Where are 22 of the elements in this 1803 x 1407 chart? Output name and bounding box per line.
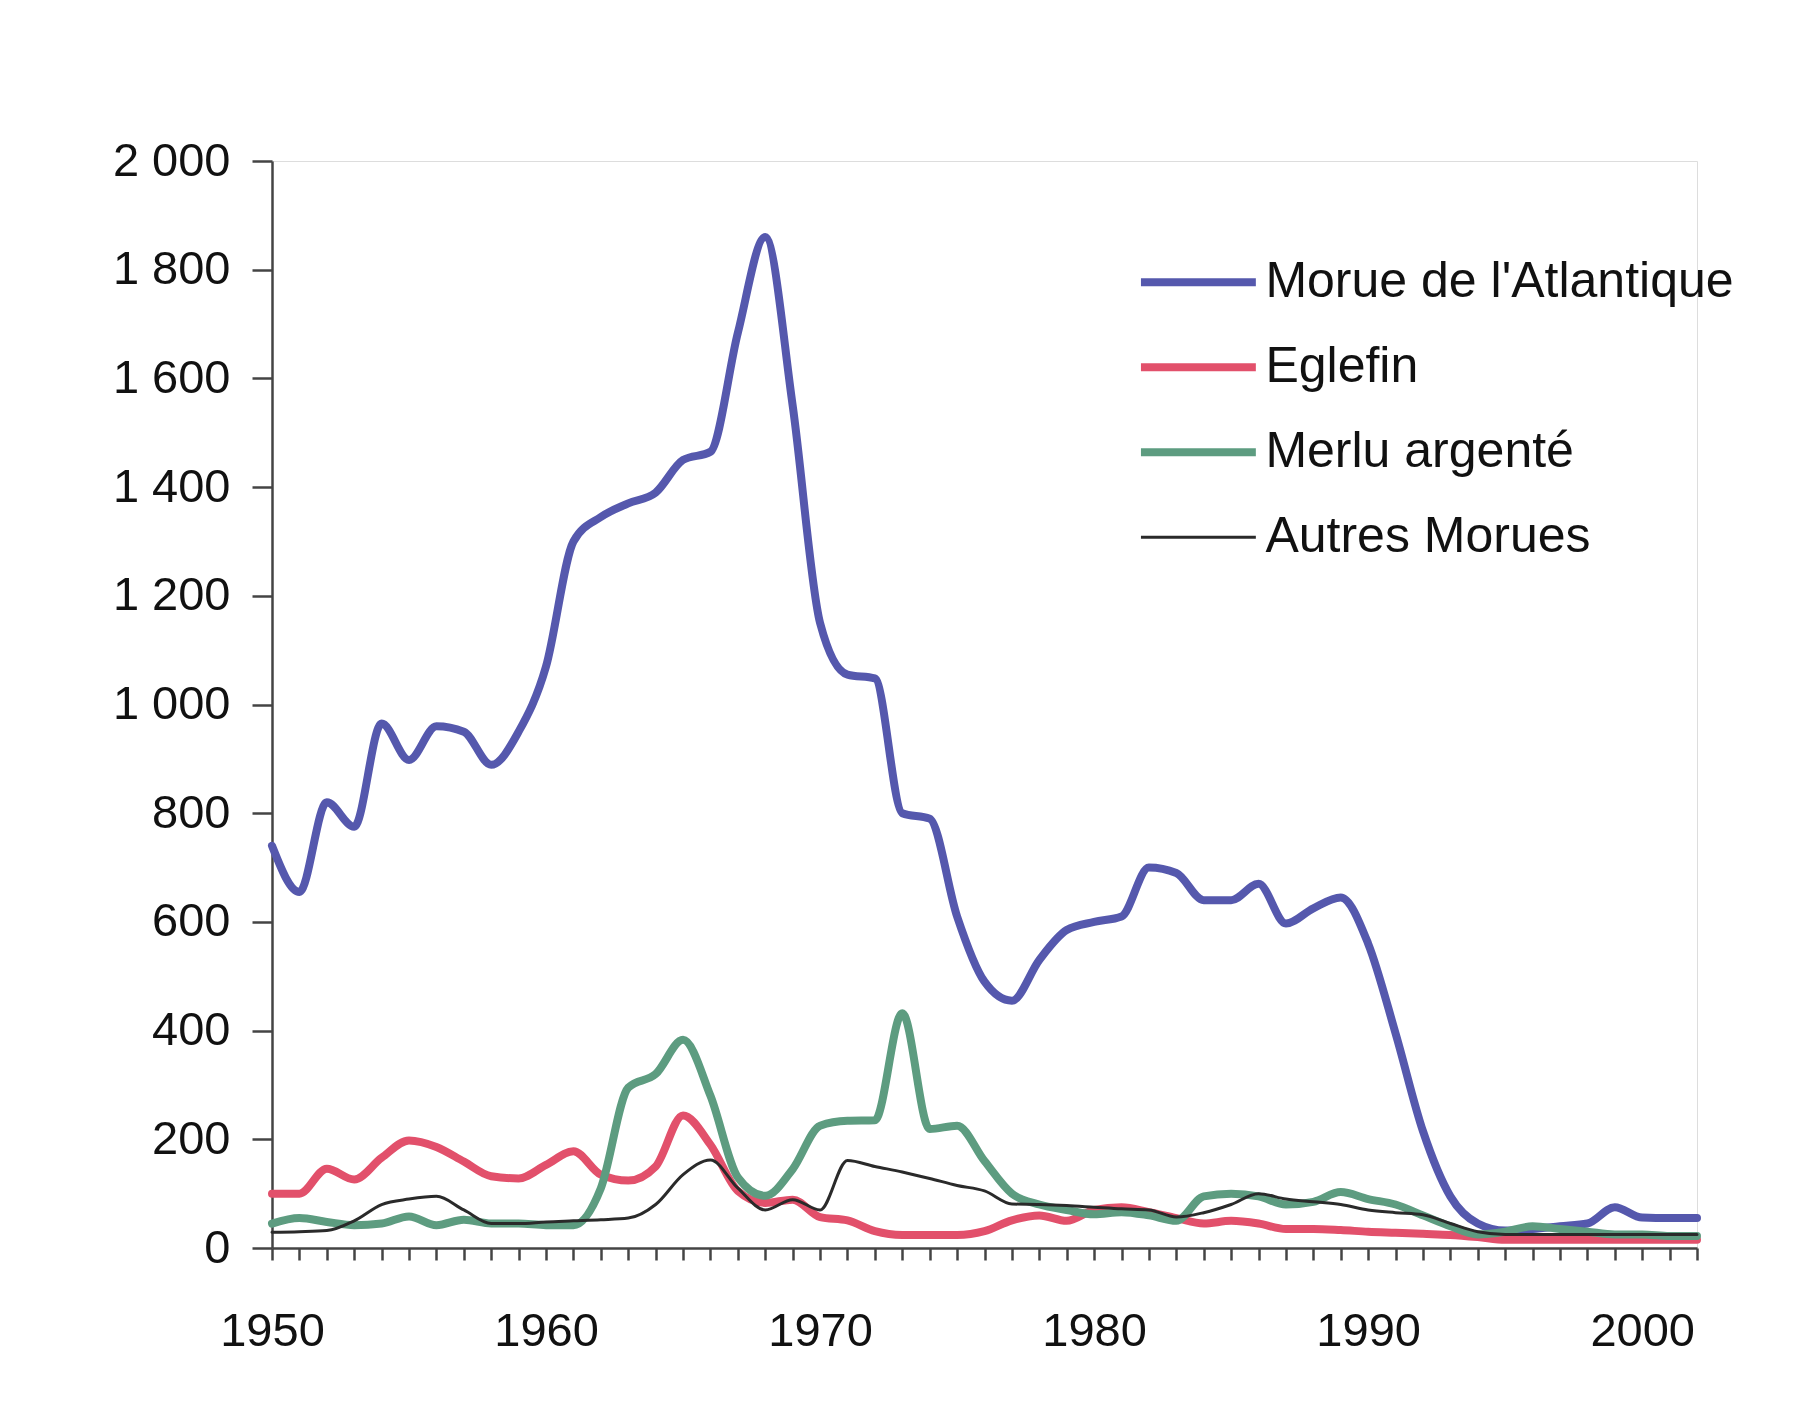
- y-tick-label: 600: [152, 893, 231, 947]
- y-tick-label: 0: [204, 1219, 231, 1273]
- y-tick-label: 800: [152, 784, 231, 838]
- y-tick-label: 2 000: [112, 132, 231, 186]
- x-tick-label: 1970: [768, 1302, 873, 1356]
- legend-label: Autres Morues: [1265, 507, 1591, 564]
- x-tick-label: 2000: [1590, 1302, 1695, 1356]
- y-tick-label: 1 800: [112, 241, 231, 295]
- legend-label: Eglefin: [1265, 337, 1419, 394]
- x-tick-label: 1990: [1316, 1302, 1421, 1356]
- y-tick-label: 400: [152, 1002, 231, 1056]
- legend-label: Merlu argenté: [1265, 422, 1574, 479]
- y-tick-label: 1 000: [112, 676, 231, 729]
- y-tick-label: 200: [152, 1110, 231, 1164]
- y-tick-label: 1 400: [112, 458, 231, 512]
- line-series: [270, 1158, 1699, 1236]
- y-tick-label: 1 600: [112, 349, 231, 403]
- x-tick-label: 1950: [220, 1302, 325, 1356]
- x-tick-label: 1960: [494, 1302, 599, 1356]
- x-tick-label: 1980: [1042, 1302, 1147, 1356]
- legend-label: Morue de l'Atlantique: [1265, 252, 1734, 309]
- y-tick-label: 1 200: [112, 567, 231, 621]
